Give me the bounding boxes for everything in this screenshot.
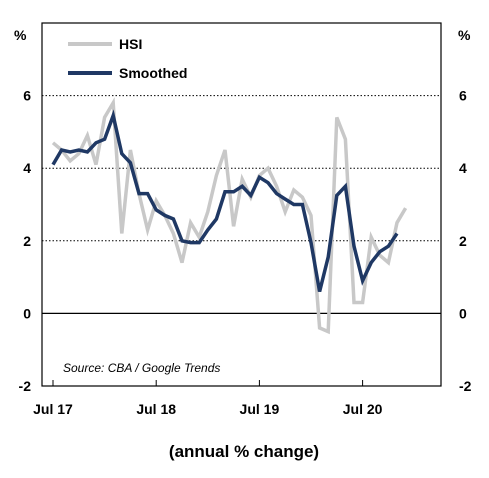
x-tick-marks [52,380,364,386]
x-axis-title: (annual % change) [169,442,319,461]
legend-label-hsi: HSI [119,36,142,52]
series-line-hsi [51,97,408,335]
y-tick-right--2: -2 [459,378,472,394]
y-tick-left-6: 6 [23,88,31,104]
y-tick-labels-right: -2 0 2 4 6 [459,88,472,394]
y-tick-left-2: 2 [23,233,31,249]
y-tick-left--2: -2 [19,378,32,394]
x-tick-label: Jul 18 [136,401,176,417]
y-unit-right: % [458,27,471,43]
y-tick-labels-left: -2 0 2 4 6 [19,88,32,394]
source-note: Source: CBA / Google Trends [63,361,220,375]
y-tick-right-0: 0 [459,305,467,321]
x-tick-label: Jul 19 [240,401,280,417]
plot-frame [41,22,442,387]
y-tick-right-4: 4 [459,160,467,176]
x-tick-labels: Jul 17 Jul 18 Jul 19 Jul 20 [33,401,383,417]
legend-label-smoothed: Smoothed [119,65,187,81]
series-lines [51,97,408,335]
legend: HSI Smoothed [68,36,187,81]
x-tick-label: Jul 20 [343,401,383,417]
y-tick-right-2: 2 [459,233,467,249]
y-tick-left-4: 4 [23,160,31,176]
x-tick-label: Jul 17 [33,401,73,417]
y-tick-right-6: 6 [459,88,467,104]
y-unit-left: % [14,27,27,43]
y-tick-left-0: 0 [23,305,31,321]
series-line-smoothed [51,109,399,293]
